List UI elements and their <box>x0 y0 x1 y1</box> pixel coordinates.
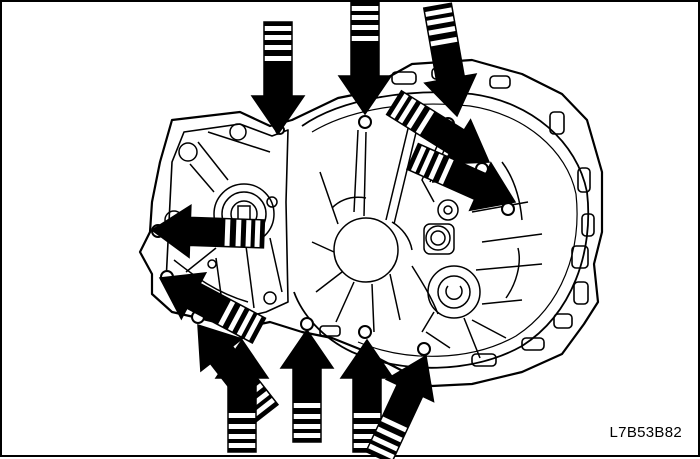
arrow-top-right <box>412 2 483 121</box>
bolt <box>359 326 371 338</box>
figure-code: L7B53B82 <box>610 424 682 441</box>
arrow-bottom-3 <box>281 330 333 442</box>
bolt-arrows <box>148 2 526 459</box>
bolt <box>301 318 313 330</box>
bolt <box>359 116 371 128</box>
bolt <box>418 343 430 355</box>
